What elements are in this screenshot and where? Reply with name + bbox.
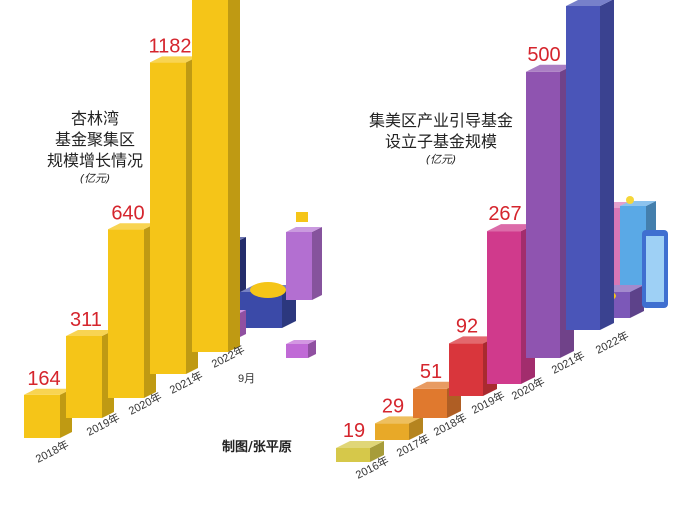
right-category-label-6: 2022年 [593,328,631,357]
left-value-label-1: 311 [70,309,102,331]
left-category-sub-label-4: 9月 [238,373,255,385]
right-title-line-2: 设立子基金规模 [384,132,497,151]
left-category-label-0: 2018年 [33,437,71,466]
right-value-label-2: 51 [420,361,442,383]
left-value-label-3: 1182 [148,35,191,57]
right-bar-2 [413,381,461,418]
left-value-label-2: 640 [111,202,144,224]
right-value-label-0: 19 [343,420,365,442]
left-bar-3 [150,56,198,374]
coin-dot-3 [626,196,634,204]
right-bar-0 [336,441,384,462]
right-chart-bars: 192951922675005662016年2017年2018年2019年202… [336,0,631,482]
left-bar-4 [192,0,240,352]
left-title-line-2: 基金聚集区 [54,130,135,149]
left-building-3 [286,227,322,300]
credit-label: 制图/张平原 [222,440,292,455]
left-bar-1 [66,330,114,418]
left-unit-label: (亿元) [79,172,111,185]
left-flag [296,212,308,222]
left-title-line-3: 规模增长情况 [46,151,143,170]
right-title-line-1: 集美区产业引导基金 [368,111,513,130]
right-value-label-1: 29 [382,395,404,417]
right-value-label-5: 500 [527,44,560,66]
right-unit-label: (亿元) [425,153,457,166]
right-value-label-4: 267 [488,203,521,225]
right-bar-1 [375,416,423,440]
left-chart-title: 杏林湾 基金聚集区 规模增长情况 (亿元) [40,108,150,187]
right-bar-6 [566,0,614,330]
left-building-5 [286,340,316,358]
right-value-label-3: 92 [456,315,478,337]
left-chart-bars: 164311640118215062018年2019年2020年2021年202… [24,0,255,466]
left-value-label-0: 164 [27,368,60,390]
phone-screen [646,236,664,302]
left-bar-2 [108,223,156,398]
left-bar-0 [24,388,72,438]
right-chart-title: 集美区产业引导基金 设立子基金规模 (亿元) [356,110,526,168]
left-coin-stack [250,282,286,298]
left-title-line-1: 杏林湾 [70,109,119,128]
